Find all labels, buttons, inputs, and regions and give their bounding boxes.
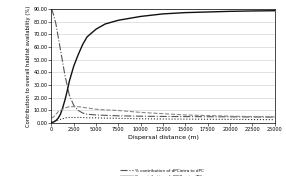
Y-axis label: Contribution to overall habitat availability (%): Contribution to overall habitat availabi… bbox=[25, 5, 31, 127]
Legend: % contribution of dPCintra to dPC, % contribution of dPCflux to dPC, % contribut: % contribution of dPCintra to dPC, % con… bbox=[120, 169, 230, 176]
X-axis label: Dispersal distance (m): Dispersal distance (m) bbox=[128, 135, 198, 140]
